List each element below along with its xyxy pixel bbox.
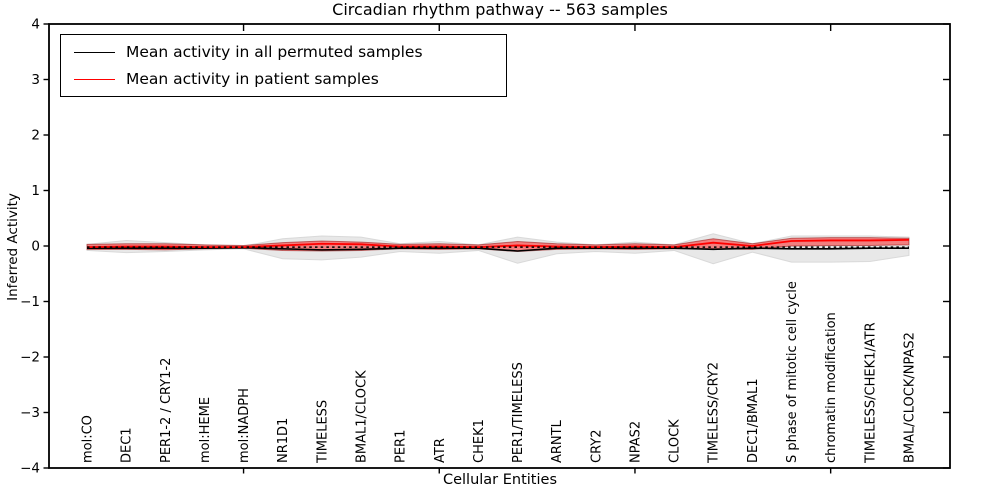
legend-label-patient: Mean activity in patient samples — [126, 70, 379, 88]
y-tick-label: 1 — [31, 183, 40, 199]
x-tick-label: S phase of mitotic cell cycle — [785, 281, 800, 463]
x-tick-label: BMAL1/CLOCK — [354, 370, 369, 463]
x-tick-label: BMAL/CLOCK/NPAS2 — [902, 332, 917, 463]
x-axis-label: Cellular Entities — [442, 472, 558, 488]
y-tick-label: 3 — [31, 72, 40, 88]
y-tick-label: 4 — [31, 17, 40, 33]
x-tick-label: mol:HEME — [198, 397, 213, 463]
x-tick-label: chromatin modification — [824, 312, 839, 463]
x-tick-label: ATR — [433, 438, 448, 463]
x-tick-label: DEC1 — [120, 427, 135, 463]
x-tick-label: TIMELESS/CRY2 — [707, 362, 722, 464]
x-tick-label: NPAS2 — [628, 421, 643, 463]
y-axis-label: Inferred Activity — [5, 193, 21, 301]
y-tick-label: 2 — [31, 128, 40, 144]
x-tick-label: mol:NADPH — [237, 388, 252, 463]
x-tick-label: PER1 — [394, 430, 409, 463]
x-tick-label: TIMELESS/CHEK1/ATR — [863, 322, 878, 464]
x-tick-label: CRY2 — [589, 430, 604, 464]
x-tick-label: CHEK1 — [472, 419, 487, 463]
x-tick-label: CLOCK — [668, 419, 683, 463]
legend: Mean activity in all permuted samples Me… — [60, 34, 507, 97]
legend-line-sample-red — [74, 78, 115, 80]
chart-title: Circadian rhythm pathway -- 563 samples — [332, 0, 668, 19]
permuted-band — [86, 233, 910, 265]
legend-line-sample-black — [74, 51, 115, 53]
legend-row-permuted: Mean activity in all permuted samples — [61, 39, 506, 66]
patient-band — [86, 237, 910, 253]
x-tick-label: PER1/TIMELESS — [511, 362, 526, 463]
y-tick-label: −2 — [20, 350, 40, 366]
y-tick-label: −1 — [20, 294, 40, 310]
y-tick-label: 0 — [31, 239, 40, 255]
x-tick-label: ARNTL — [550, 419, 565, 463]
y-tick-label: −4 — [20, 461, 40, 477]
y-tick-label: −3 — [20, 405, 40, 421]
x-tick-label: PER1-2 / CRY1-2 — [159, 358, 174, 463]
x-tick-label: mol:CO — [81, 415, 96, 463]
x-tick-label: DEC1/BMAL1 — [746, 379, 761, 464]
legend-row-patient: Mean activity in patient samples — [61, 66, 506, 93]
legend-label-permuted: Mean activity in all permuted samples — [126, 43, 423, 61]
x-tick-label: NR1D1 — [276, 418, 291, 463]
x-tick-label: TIMELESS — [315, 400, 330, 464]
